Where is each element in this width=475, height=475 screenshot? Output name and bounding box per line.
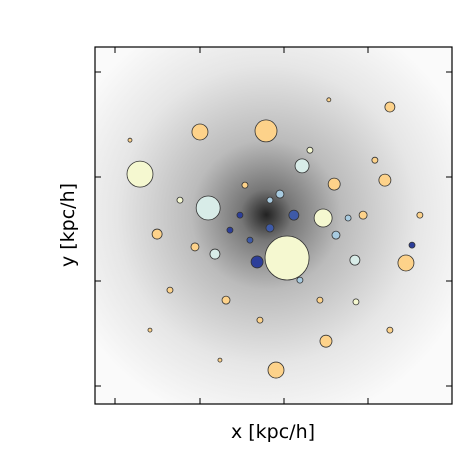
point [313, 208, 333, 228]
point [191, 123, 209, 141]
point [241, 181, 249, 189]
point [288, 209, 300, 221]
point [296, 276, 304, 284]
point [267, 361, 285, 379]
point [327, 177, 341, 191]
point [151, 228, 163, 240]
point [265, 223, 275, 233]
point [416, 211, 424, 219]
point [236, 211, 244, 219]
point [126, 160, 154, 188]
point [217, 357, 223, 363]
point [326, 97, 332, 103]
point [371, 156, 379, 164]
point [306, 146, 314, 154]
point [319, 334, 333, 348]
point [266, 196, 274, 204]
point [127, 137, 133, 143]
point [176, 196, 184, 204]
point [275, 189, 285, 199]
point [384, 101, 396, 113]
point [209, 248, 221, 260]
point [294, 158, 310, 174]
point [316, 296, 324, 304]
point [221, 295, 231, 305]
point [344, 214, 352, 222]
point [147, 327, 153, 333]
point [408, 241, 416, 249]
point [378, 173, 392, 187]
point [190, 242, 200, 252]
point [397, 254, 415, 272]
point [331, 230, 341, 240]
point [246, 236, 254, 244]
point [386, 326, 394, 334]
point [256, 316, 264, 324]
point [226, 226, 234, 234]
y-axis-label: y [kpc/h] [57, 183, 79, 267]
point [195, 195, 221, 221]
point [264, 235, 310, 281]
plot-frame [94, 46, 453, 405]
x-axis-label: x [kpc/h] [231, 421, 315, 443]
tick-marks [95, 47, 452, 404]
point [166, 286, 174, 294]
point [250, 255, 264, 269]
point [358, 210, 368, 220]
point [352, 298, 360, 306]
points [126, 97, 424, 379]
point [254, 119, 278, 143]
point [349, 254, 361, 266]
